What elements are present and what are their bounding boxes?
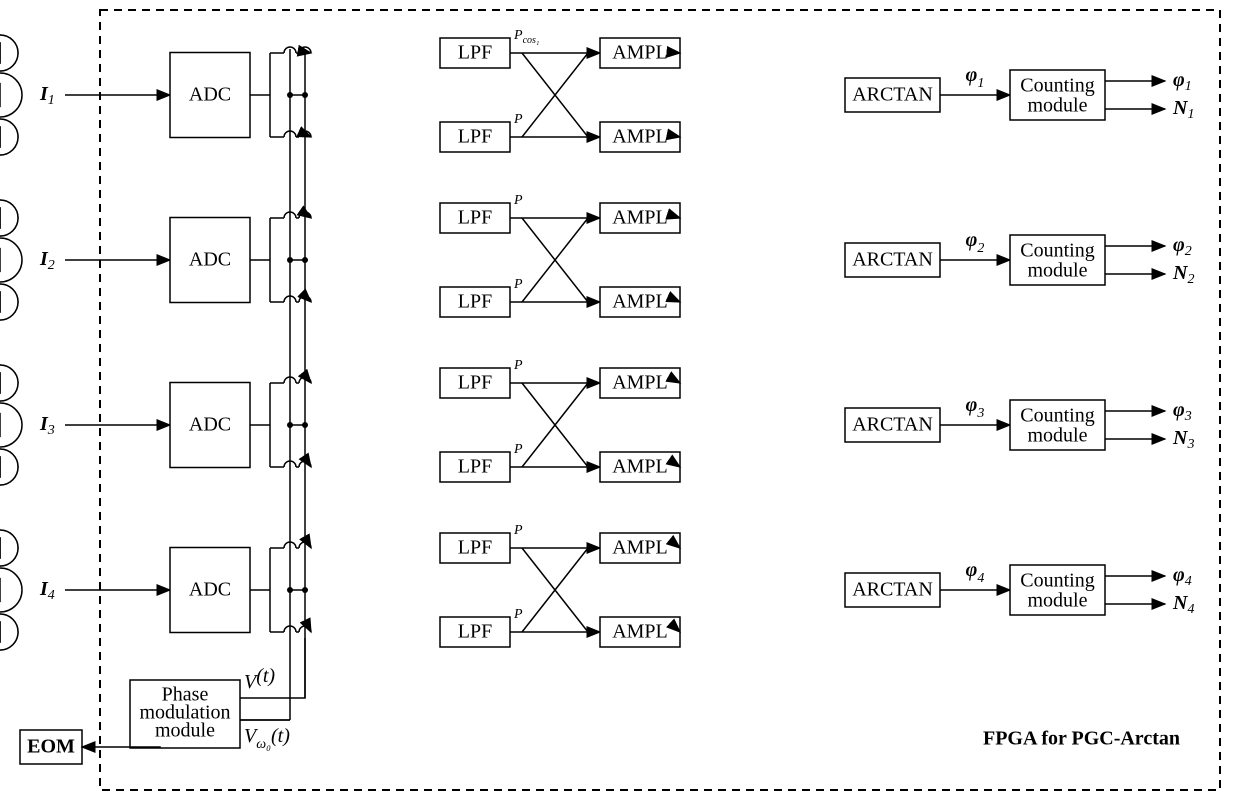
- mult2-bot-4: [0, 614, 18, 650]
- mult2-bot-2: [0, 284, 18, 320]
- pcos-label-2: P: [513, 193, 523, 208]
- svg-text:AMPL: AMPL: [612, 456, 668, 478]
- svg-text:LPF: LPF: [458, 372, 492, 394]
- svg-text:Counting: Counting: [1020, 75, 1094, 97]
- svg-text:LPF: LPF: [458, 456, 492, 478]
- out-phi-4: φ4: [1173, 564, 1192, 590]
- svg-text:ARCTAN: ARCTAN: [852, 579, 933, 601]
- mult2-bot-1: [0, 119, 18, 155]
- vw-label: Vω₀(t): [244, 725, 290, 752]
- svg-text:module: module: [155, 720, 215, 742]
- svg-text:LPF: LPF: [458, 126, 492, 148]
- svg-text:module: module: [1028, 425, 1088, 447]
- psin-label-2: P: [513, 277, 523, 292]
- out-n-4: N4: [1172, 592, 1194, 618]
- divider-1: [0, 73, 22, 117]
- svg-text:LPF: LPF: [458, 291, 492, 313]
- psin-label-4: P: [513, 607, 523, 622]
- svg-text:ADC: ADC: [189, 249, 231, 271]
- mult2-top-2: [0, 200, 18, 236]
- divider-4: [0, 568, 22, 612]
- svg-text:module: module: [1028, 260, 1088, 282]
- input-label-3: I3: [39, 413, 55, 439]
- mult2-top-1: [0, 35, 18, 71]
- svg-text:AMPL: AMPL: [612, 291, 668, 313]
- phi-mid-2: φ2: [966, 229, 985, 256]
- svg-text:AMPL: AMPL: [612, 126, 668, 148]
- out-phi-1: φ1: [1173, 69, 1192, 95]
- mult2-top-3: [0, 365, 18, 401]
- pcos-label: Pcos₁: [513, 28, 539, 46]
- v2w-label: V(t): [244, 665, 275, 693]
- phi-mid-4: φ4: [966, 559, 985, 586]
- out-phi-2: φ2: [1173, 234, 1192, 260]
- svg-text:ARCTAN: ARCTAN: [852, 84, 933, 106]
- svg-text:AMPL: AMPL: [612, 42, 668, 64]
- out-n-1: N1: [1172, 97, 1194, 123]
- input-label-2: I2: [39, 248, 55, 274]
- mult2-top-4: [0, 530, 18, 566]
- divider-2: [0, 238, 22, 282]
- svg-text:LPF: LPF: [458, 42, 492, 64]
- input-label-1: I1: [39, 83, 55, 109]
- svg-text:Counting: Counting: [1020, 405, 1094, 427]
- input-label-4: I4: [39, 578, 55, 604]
- svg-text:AMPL: AMPL: [612, 537, 668, 559]
- svg-text:AMPL: AMPL: [612, 372, 668, 394]
- phi-mid-3: φ3: [966, 394, 985, 421]
- svg-text:Counting: Counting: [1020, 570, 1094, 592]
- fpga-title: FPGA for PGC-Arctan: [983, 728, 1180, 750]
- svg-text:ARCTAN: ARCTAN: [852, 414, 933, 436]
- svg-text:V(t): V(t): [244, 665, 275, 693]
- svg-text:ADC: ADC: [189, 414, 231, 436]
- out-n-3: N3: [1172, 427, 1194, 453]
- svg-text:module: module: [1028, 95, 1088, 117]
- out-phi-3: φ3: [1173, 399, 1192, 425]
- out-n-2: N2: [1172, 262, 1194, 288]
- phi-mid-1: φ1: [966, 64, 985, 91]
- svg-text:EOM: EOM: [27, 736, 75, 758]
- svg-text:module: module: [1028, 590, 1088, 612]
- svg-text:LPF: LPF: [458, 207, 492, 229]
- svg-text:AMPL: AMPL: [612, 621, 668, 643]
- mult2-bot-3: [0, 449, 18, 485]
- svg-text:ADC: ADC: [189, 579, 231, 601]
- psin-label-1: P: [513, 112, 523, 127]
- pcos-label-3: P: [513, 358, 523, 373]
- svg-text:LPF: LPF: [458, 537, 492, 559]
- psin-label-3: P: [513, 442, 523, 457]
- svg-text:Counting: Counting: [1020, 240, 1094, 262]
- pcos-label-4: P: [513, 523, 523, 538]
- svg-text:ARCTAN: ARCTAN: [852, 249, 933, 271]
- svg-text:ADC: ADC: [189, 84, 231, 106]
- svg-text:AMPL: AMPL: [612, 207, 668, 229]
- divider-3: [0, 403, 22, 447]
- svg-text:LPF: LPF: [458, 621, 492, 643]
